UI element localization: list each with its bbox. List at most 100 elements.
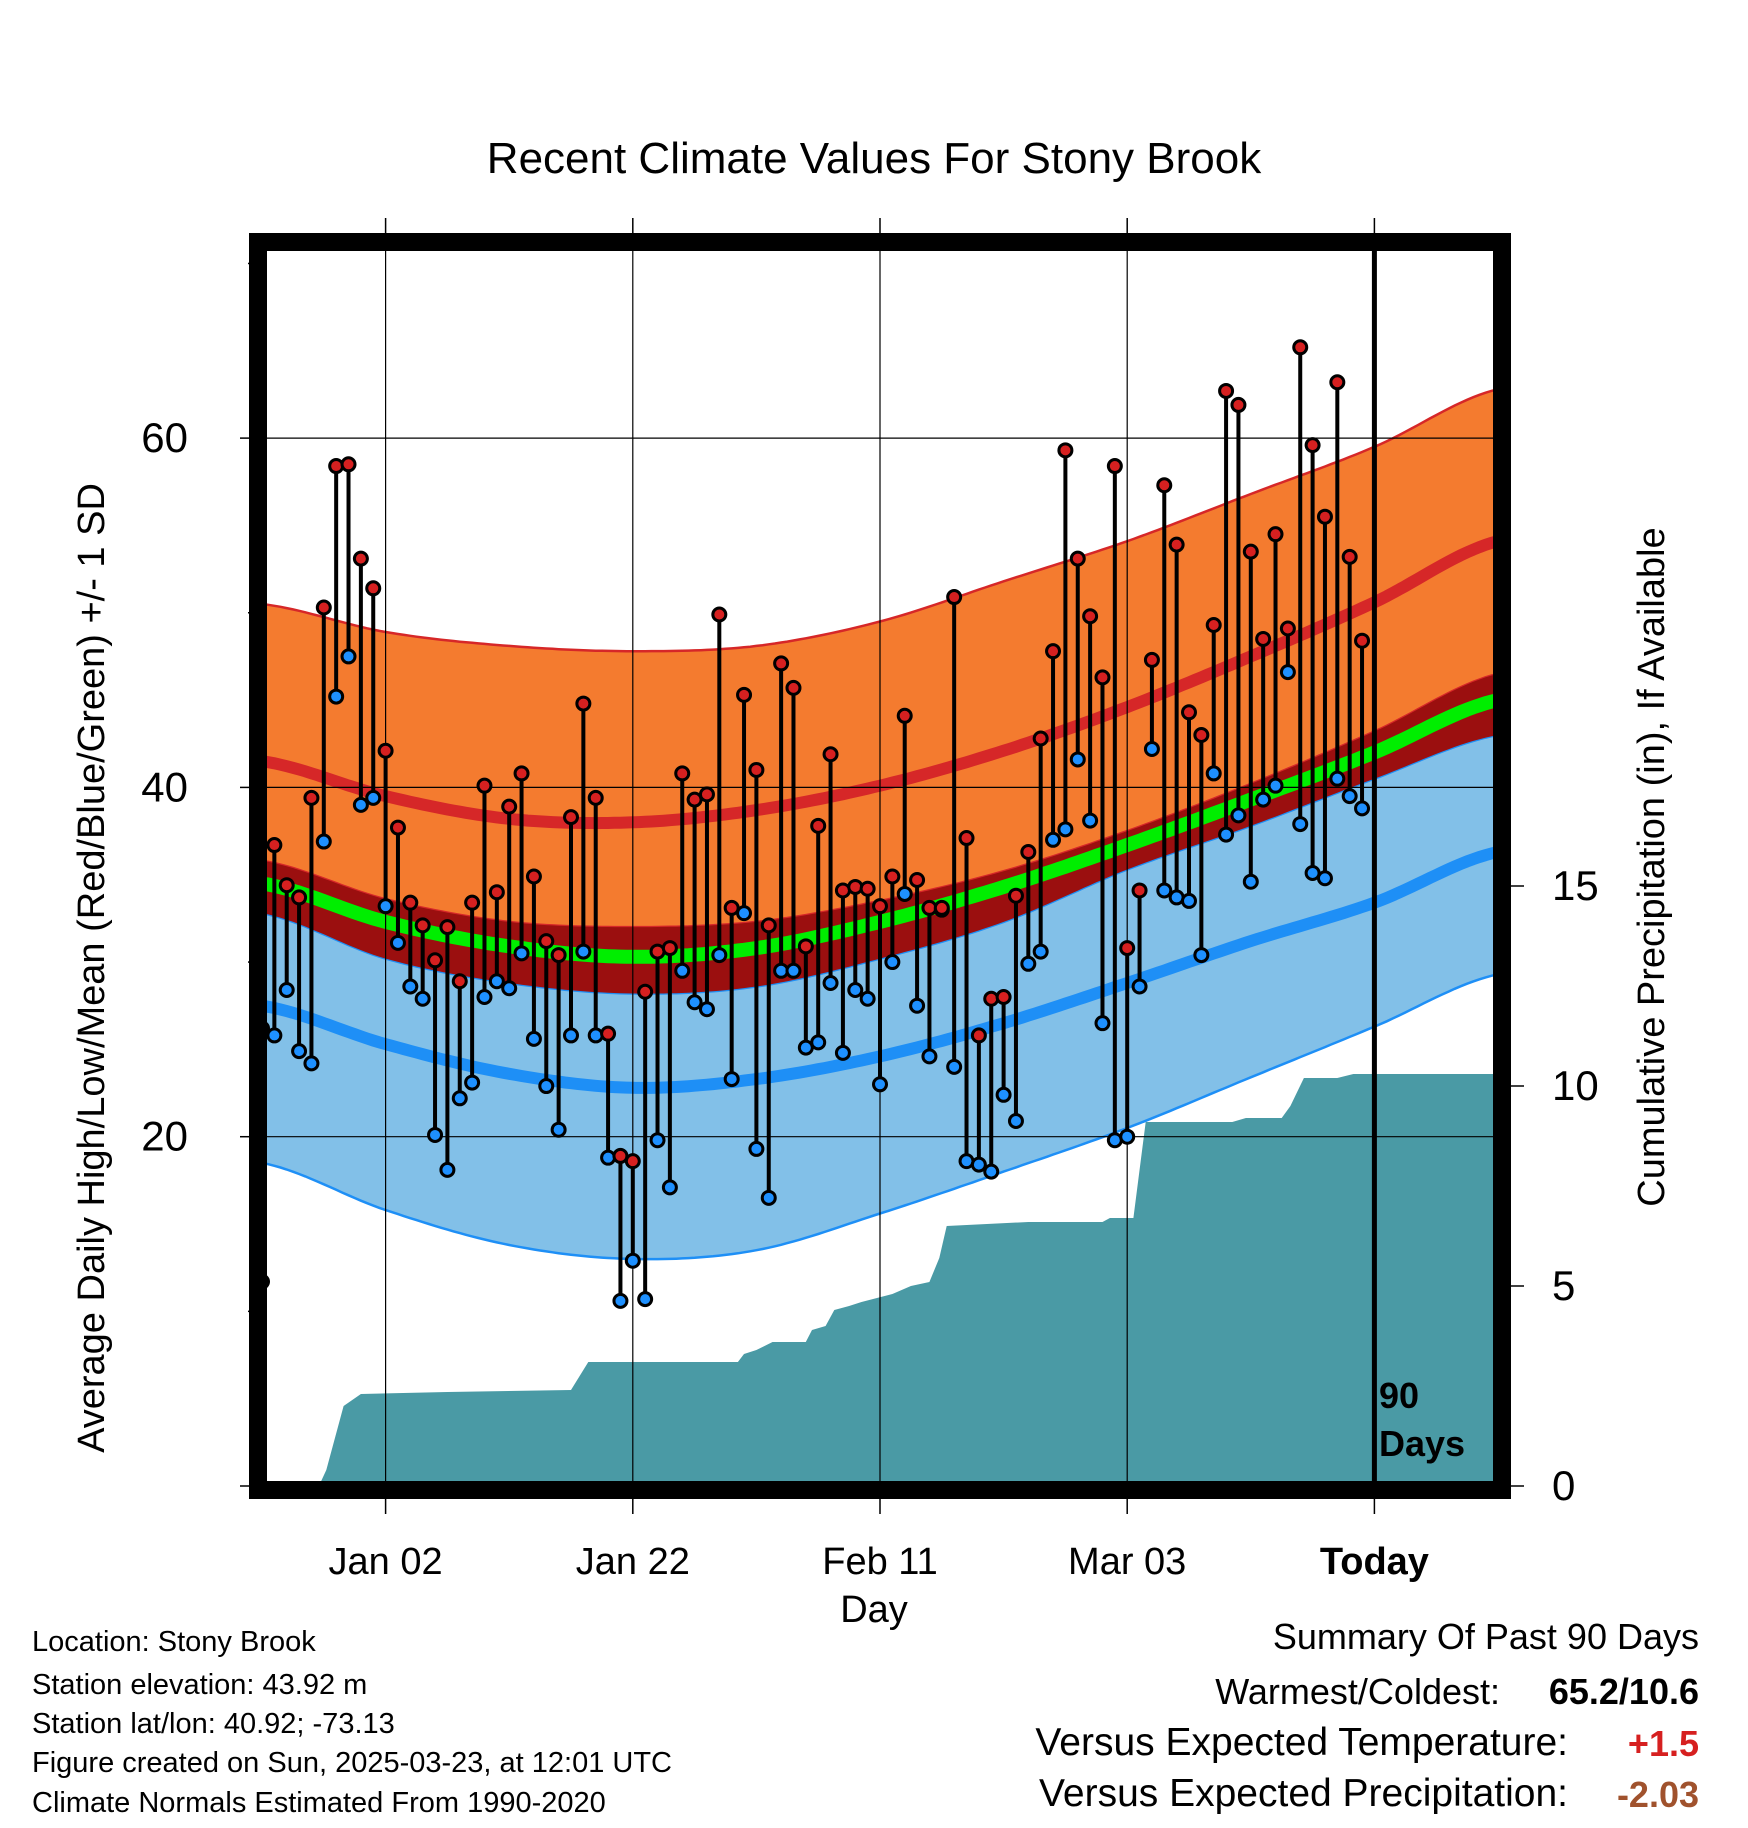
- low-point: [563, 1027, 579, 1044]
- high-point: [1045, 643, 1062, 660]
- low-point: [600, 1149, 617, 1166]
- high-point: [995, 988, 1012, 1005]
- high-point: [884, 868, 901, 885]
- low-point: [451, 1090, 468, 1107]
- low-point: [328, 688, 345, 705]
- high-point: [760, 917, 777, 934]
- low-point: [1181, 892, 1197, 909]
- low-point: [464, 1074, 481, 1091]
- low-point: [872, 1076, 888, 1093]
- today-label-line1: 90: [1379, 1375, 1419, 1416]
- low-point: [909, 997, 926, 1014]
- high-point: [896, 707, 913, 724]
- high-point: [464, 894, 481, 911]
- info-location: Location: Stony Brook: [32, 1626, 316, 1658]
- high-point: [1057, 442, 1074, 459]
- high-point: [1020, 844, 1037, 861]
- low-point: [723, 1071, 740, 1088]
- low-point: [847, 982, 864, 998]
- high-point: [1119, 940, 1136, 957]
- info-elevation: Station elevation: 43.92 m: [32, 1669, 368, 1701]
- high-point: [1242, 543, 1259, 560]
- high-point: [1069, 550, 1086, 567]
- precipitation-area: [262, 1074, 1498, 1486]
- high-point: [1168, 536, 1185, 553]
- high-point: [1292, 339, 1309, 356]
- low-point: [1007, 1112, 1024, 1129]
- y-tick-label: 40: [141, 763, 188, 810]
- precip-cumulative-area: [262, 1074, 1498, 1486]
- low-point: [1094, 1015, 1111, 1032]
- x-tick-label: Mar 03: [1068, 1541, 1186, 1583]
- low-point: [525, 1030, 542, 1047]
- high-point: [661, 940, 678, 957]
- high-point: [427, 952, 444, 969]
- low-point: [340, 648, 357, 665]
- low-point: [624, 1252, 641, 1269]
- high-point: [1131, 882, 1148, 899]
- high-point: [575, 695, 592, 712]
- high-point: [1354, 632, 1371, 649]
- high-point: [872, 898, 888, 915]
- high-point: [600, 1025, 617, 1042]
- low-point: [995, 1086, 1012, 1103]
- low-point: [1230, 807, 1247, 824]
- low-point: [315, 833, 332, 850]
- precip-anomaly-value: -2.03: [1616, 1774, 1699, 1815]
- high-point: [698, 786, 715, 803]
- low-point: [1119, 1128, 1136, 1145]
- high-point: [538, 933, 555, 950]
- grid-lines: [262, 246, 1498, 1486]
- high-point: [266, 837, 283, 854]
- low-point: [1292, 816, 1309, 833]
- low-point: [612, 1292, 629, 1309]
- high-point: [748, 761, 765, 778]
- low-point: [1279, 664, 1296, 681]
- low-point: [1082, 812, 1099, 829]
- daily-points: [254, 339, 1371, 1309]
- low-point: [946, 1058, 963, 1075]
- axes: 20 40 60 0 5 10 15 Jan 02 Jan 22 Feb 11 Mar 03 Toda…: [141, 218, 1599, 1583]
- info-normals-period: Climate Normals Estimated From 1990-2020: [32, 1787, 606, 1819]
- y2-tick-label: 0: [1552, 1462, 1575, 1509]
- high-point: [933, 899, 950, 916]
- low-point: [661, 1179, 678, 1196]
- low-point: [921, 1048, 938, 1065]
- low-point: [1242, 873, 1259, 890]
- high-point: [501, 798, 518, 815]
- high-point: [1267, 526, 1284, 543]
- high-point: [352, 550, 369, 567]
- low-point: [550, 1121, 567, 1138]
- high-point: [1279, 620, 1296, 637]
- low-point: [291, 1043, 308, 1060]
- low-point: [414, 990, 431, 1007]
- high-point: [1230, 396, 1247, 413]
- low-point: [1354, 800, 1371, 817]
- low-point: [1069, 751, 1086, 768]
- high-point: [1143, 651, 1160, 668]
- high-point: [736, 686, 753, 703]
- low-point: [983, 1163, 1000, 1180]
- high-point: [488, 884, 505, 901]
- temp-anomaly-value: +1.5: [1627, 1723, 1699, 1764]
- y-tick-label: 20: [141, 1113, 188, 1160]
- low-point: [859, 990, 876, 1007]
- high-point: [637, 983, 654, 1000]
- low-point: [810, 1034, 827, 1051]
- high-point: [377, 742, 394, 759]
- high-point: [785, 679, 802, 696]
- low-point: [884, 954, 901, 971]
- summary-title: Summary Of Past 90 Days: [1272, 1616, 1699, 1657]
- high-point: [303, 789, 320, 806]
- high-point: [340, 456, 357, 473]
- x-tick-label: Jan 02: [329, 1541, 443, 1583]
- low-point: [476, 988, 493, 1005]
- high-point: [513, 765, 530, 782]
- low-point: [501, 980, 518, 997]
- temp-anomaly-label: Versus Expected Temperature:: [1035, 1721, 1568, 1764]
- low-point: [1143, 740, 1160, 757]
- low-point: [686, 994, 703, 1011]
- high-point: [525, 868, 542, 885]
- low-point: [1316, 870, 1333, 887]
